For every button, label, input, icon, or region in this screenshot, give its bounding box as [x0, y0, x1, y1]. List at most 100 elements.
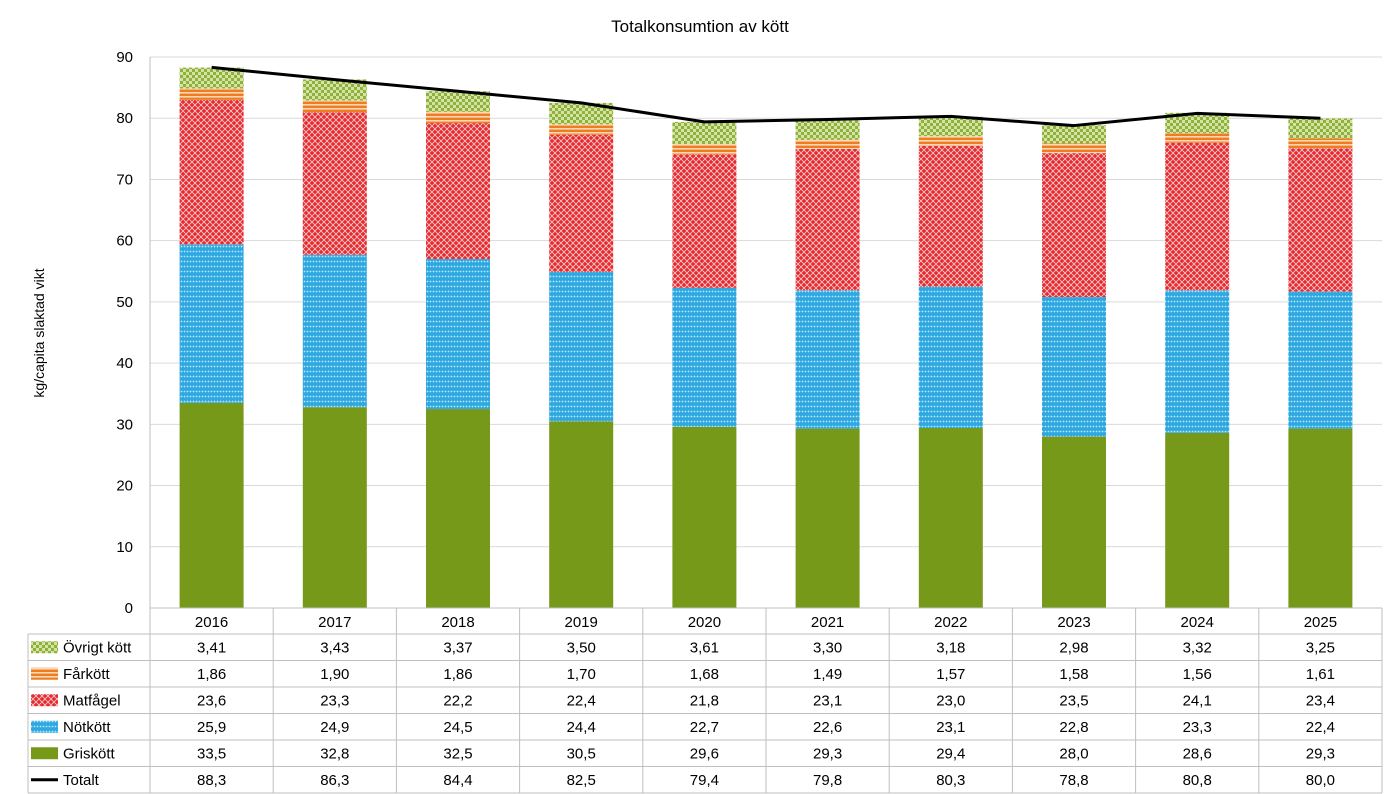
- data-label-f-rk-tt: 1,86: [443, 666, 472, 683]
- data-label-matf-gel: 23,1: [813, 692, 842, 709]
- x-tick-label: 2016: [195, 614, 228, 631]
- bar-segment--vrigt-k-tt: [918, 116, 983, 137]
- data-label-totalt: 80,8: [1183, 772, 1212, 789]
- data-label-f-rk-tt: 1,58: [1059, 666, 1088, 683]
- data-label-totalt: 80,3: [936, 772, 965, 789]
- data-label-n-tk-tt: 25,9: [197, 719, 226, 736]
- bar-segment--vrigt-k-tt: [795, 119, 860, 140]
- bar-segment-f-rk-tt: [795, 139, 860, 149]
- bar-segment-grisk-tt: [918, 428, 983, 608]
- bar-segment-grisk-tt: [1042, 436, 1106, 608]
- bar-segment--vrigt-k-tt: [179, 67, 244, 89]
- legend-key-n-tk-tt: [31, 720, 58, 733]
- data-label-totalt: 78,8: [1059, 772, 1088, 789]
- y-tick-label: 30: [116, 416, 133, 433]
- data-label-f-rk-tt: 1,68: [690, 666, 719, 683]
- bar-segment-f-rk-tt: [918, 136, 983, 146]
- data-label-grisk-tt: 32,5: [443, 745, 472, 762]
- data-label--vrigt-k-tt: 3,30: [813, 639, 842, 656]
- y-tick-label: 50: [116, 294, 133, 311]
- bars: [179, 67, 1353, 608]
- x-tick-label: 2022: [934, 614, 967, 631]
- bar-segment-f-rk-tt: [1042, 143, 1106, 154]
- bar-segment-n-tk-tt: [426, 259, 490, 410]
- bar-segment--vrigt-k-tt: [1042, 125, 1106, 144]
- total-line-group: [211, 65, 1321, 128]
- bar-segment-n-tk-tt: [549, 271, 614, 422]
- bar-segment-matf-gel: [672, 154, 737, 288]
- data-label-totalt: 86,3: [320, 772, 349, 789]
- data-label-n-tk-tt: 23,3: [1183, 719, 1212, 736]
- data-label-f-rk-tt: 1,61: [1306, 666, 1335, 683]
- legend-label-f-rk-tt: Fårkött: [63, 666, 111, 683]
- y-tick-label: 90: [116, 49, 133, 66]
- bar-segment--vrigt-k-tt: [426, 91, 490, 112]
- y-tick-label: 10: [116, 539, 133, 556]
- data-label-totalt: 80,0: [1306, 772, 1335, 789]
- bar-segment-n-tk-tt: [795, 290, 860, 429]
- bar-segment-matf-gel: [302, 112, 367, 255]
- data-label--vrigt-k-tt: 3,43: [320, 639, 349, 656]
- data-label-grisk-tt: 28,6: [1183, 745, 1212, 762]
- data-label--vrigt-k-tt: 3,61: [690, 639, 719, 656]
- bar-segment-f-rk-tt: [549, 124, 614, 135]
- data-label-n-tk-tt: 22,8: [1059, 719, 1088, 736]
- x-tick-label: 2017: [318, 614, 351, 631]
- data-label-f-rk-tt: 1,56: [1183, 666, 1212, 683]
- bar-segment-f-rk-tt: [179, 88, 244, 100]
- y-tick-label: 0: [125, 600, 133, 617]
- bar-segment-matf-gel: [1165, 142, 1230, 291]
- bar-segment-f-rk-tt: [1165, 133, 1230, 143]
- bar-segment-matf-gel: [179, 99, 244, 245]
- bar-segment-n-tk-tt: [918, 286, 983, 429]
- bar-segment-grisk-tt: [672, 426, 737, 608]
- total-line: [211, 65, 1321, 128]
- bar-segment-matf-gel: [918, 145, 983, 287]
- data-label-grisk-tt: 28,0: [1059, 745, 1088, 762]
- data-label--vrigt-k-tt: 2,98: [1059, 639, 1088, 656]
- x-tick-label: 2024: [1181, 614, 1214, 631]
- data-label-f-rk-tt: 1,49: [813, 666, 842, 683]
- legend-label-grisk-tt: Griskött: [63, 745, 116, 762]
- bar-segment-f-rk-tt: [426, 111, 490, 124]
- data-label-grisk-tt: 33,5: [197, 745, 226, 762]
- legend-key-matf-gel: [31, 694, 58, 707]
- bar-segment--vrigt-k-tt: [549, 102, 614, 125]
- x-tick-label: 2023: [1057, 614, 1090, 631]
- legend-key-f-rk-tt: [31, 667, 58, 680]
- data-label-f-rk-tt: 1,86: [197, 666, 226, 683]
- data-label-totalt: 82,5: [567, 772, 596, 789]
- data-label-n-tk-tt: 22,4: [1306, 719, 1335, 736]
- data-table: 2016 2017 2018 2019 2020 2021 2022 2023 2024 2025…: [27, 607, 1383, 794]
- legend-label--vrigt-k-tt: Övrigt kött: [63, 638, 132, 656]
- bar-segment--vrigt-k-tt: [1288, 118, 1353, 139]
- x-tick-label: 2021: [811, 614, 844, 631]
- data-label--vrigt-k-tt: 3,32: [1183, 639, 1212, 656]
- x-tick-label: 2018: [441, 614, 474, 631]
- bar-segment-n-tk-tt: [1042, 296, 1106, 437]
- chart-title: Totalkonsumtion av kött: [611, 17, 789, 36]
- data-label--vrigt-k-tt: 3,37: [443, 639, 472, 656]
- legend-label-n-tk-tt: Nötkött: [63, 719, 111, 736]
- legend-label-totalt: Totalt: [63, 772, 100, 789]
- legend-key--vrigt-k-tt: [31, 641, 58, 654]
- bar-segment-n-tk-tt: [672, 287, 737, 427]
- data-label--vrigt-k-tt: 3,25: [1306, 639, 1335, 656]
- data-label-matf-gel: 23,4: [1306, 692, 1335, 709]
- legend-key-grisk-tt: [31, 747, 58, 760]
- data-label-grisk-tt: 29,4: [936, 745, 965, 762]
- data-label-grisk-tt: 29,3: [1306, 745, 1335, 762]
- data-label--vrigt-k-tt: 3,50: [567, 639, 596, 656]
- bar-segment--vrigt-k-tt: [672, 121, 737, 145]
- bar-segment--vrigt-k-tt: [1165, 112, 1230, 134]
- bar-segment-n-tk-tt: [302, 254, 367, 408]
- data-label-grisk-tt: 30,5: [567, 745, 596, 762]
- bar-segment-f-rk-tt: [672, 144, 737, 155]
- x-tick-label: 2019: [565, 614, 598, 631]
- data-label-matf-gel: 23,0: [936, 692, 965, 709]
- bar-segment-grisk-tt: [1165, 432, 1230, 608]
- bar-segment-matf-gel: [795, 148, 860, 291]
- data-label-totalt: 84,4: [443, 772, 472, 789]
- x-tick-label: 2025: [1304, 614, 1337, 631]
- data-label-totalt: 79,8: [813, 772, 842, 789]
